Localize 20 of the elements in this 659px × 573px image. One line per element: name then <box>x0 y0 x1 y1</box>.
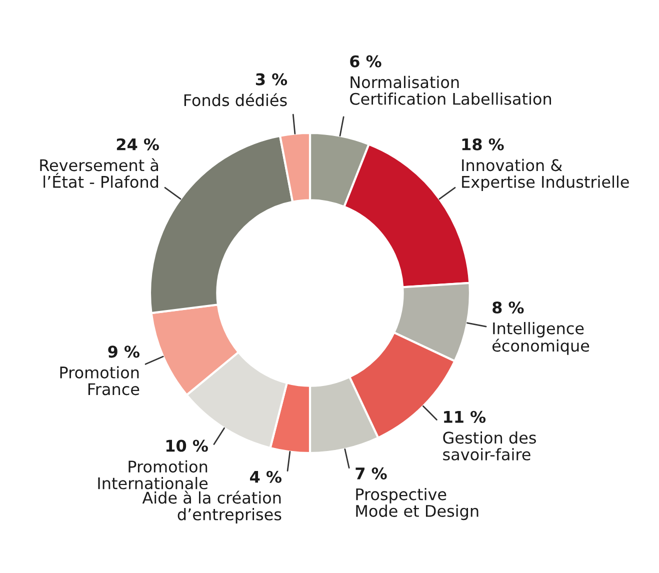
data-label: 11 % <box>444 410 486 423</box>
slice-label: Aide à la création d’entreprises <box>142 490 282 524</box>
data-label: 18 % <box>462 138 504 150</box>
data-label: 6 % <box>350 55 382 68</box>
data-label: 9 % <box>108 346 140 358</box>
slice-label: Reversement à l’État - Plafond <box>40 158 158 188</box>
data-label: 8 % <box>492 301 524 314</box>
slice-label: Prospective Mode et Design <box>356 488 478 520</box>
slice-label: Promotion Internationale <box>98 460 208 490</box>
slice-label: Normalisation Certification Labellisation <box>350 76 551 105</box>
slice-label: Promotion France <box>60 366 140 396</box>
data-label: 3 % <box>256 73 288 86</box>
slice-label: Intelligence économique <box>492 322 590 355</box>
slice-label: Fonds dédiés <box>184 93 287 106</box>
data-label: 4 % <box>250 470 282 483</box>
slice-label: Innovation & Expertise Industrielle <box>462 158 629 192</box>
data-label: 7 % <box>356 467 387 480</box>
slice-label: Gestion des savoir-faire <box>443 431 536 460</box>
data-label: 10 % <box>166 440 208 452</box>
data-label: 24 % <box>116 138 159 150</box>
